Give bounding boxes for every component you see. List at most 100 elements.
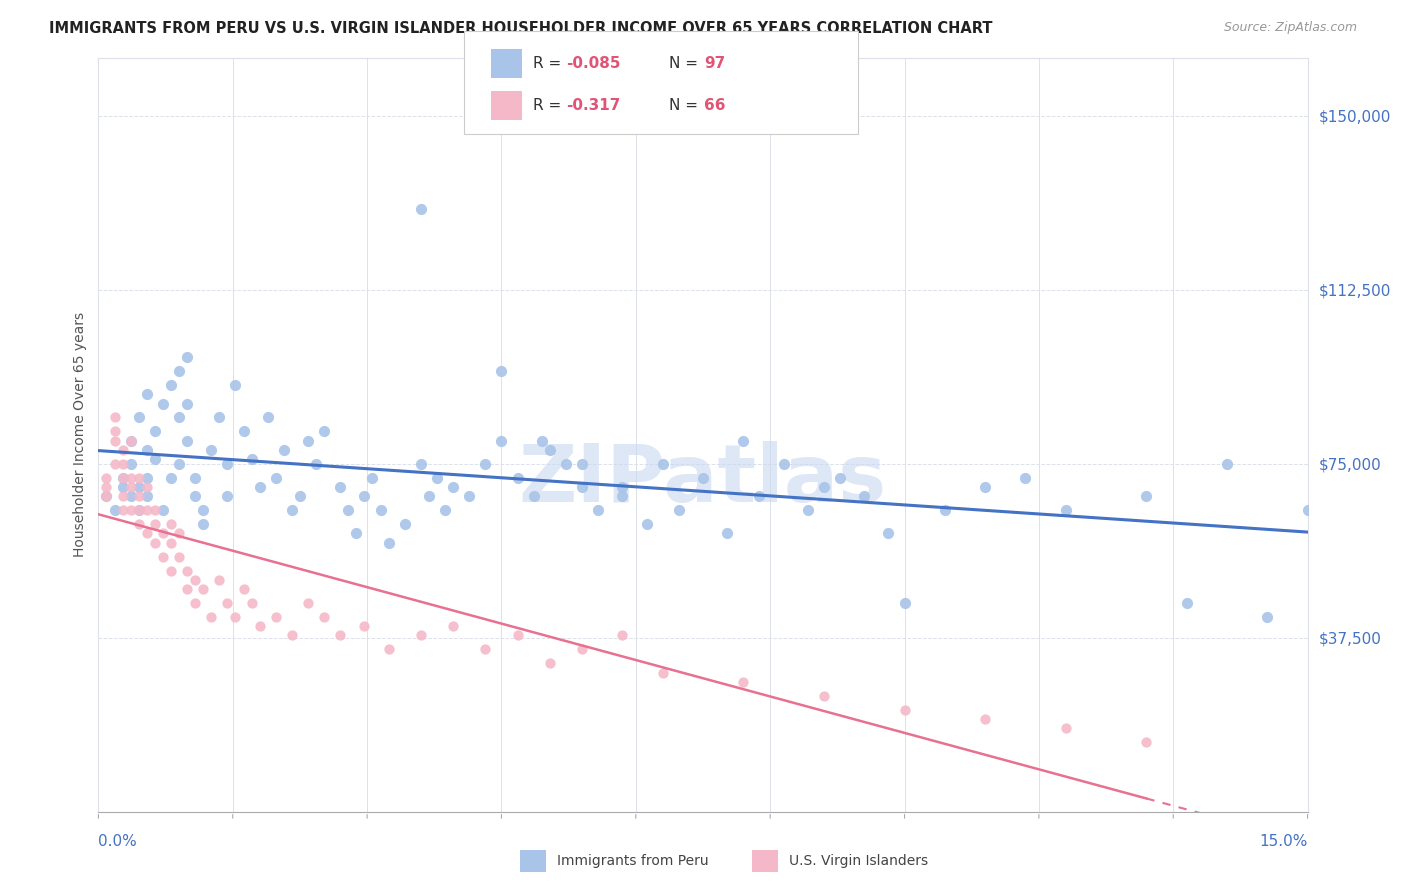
Point: [281, 503, 304, 517]
Point: [314, 425, 336, 439]
Point: [692, 471, 714, 485]
Point: [167, 364, 190, 378]
Point: [813, 480, 835, 494]
Point: [143, 517, 166, 532]
Point: [96, 489, 118, 503]
Point: [772, 457, 794, 471]
Point: [232, 582, 254, 596]
Point: [571, 480, 593, 494]
Point: [193, 503, 215, 517]
Point: [1054, 503, 1077, 517]
Point: [571, 457, 593, 471]
Point: [353, 489, 375, 503]
Point: [1175, 596, 1198, 610]
Point: [636, 517, 658, 532]
Point: [571, 642, 593, 657]
Point: [176, 564, 198, 578]
Point: [152, 526, 174, 541]
Point: [612, 489, 634, 503]
Point: [135, 489, 157, 503]
Text: N =: N =: [669, 56, 703, 71]
Point: [128, 503, 150, 517]
Point: [256, 410, 278, 425]
Point: [934, 503, 956, 517]
Point: [103, 425, 125, 439]
Point: [491, 434, 513, 448]
Point: [344, 526, 367, 541]
Text: 15.0%: 15.0%: [1260, 834, 1308, 849]
Point: [160, 471, 183, 485]
Text: Immigrants from Peru: Immigrants from Peru: [557, 855, 709, 868]
Point: [176, 396, 198, 410]
Point: [143, 452, 166, 467]
Point: [167, 457, 190, 471]
Point: [240, 596, 263, 610]
Text: 66: 66: [704, 98, 725, 113]
Point: [506, 628, 529, 642]
Point: [128, 471, 150, 485]
Point: [200, 610, 222, 624]
Point: [716, 526, 738, 541]
Point: [96, 480, 118, 494]
Point: [208, 573, 231, 587]
Text: U.S. Virgin Islanders: U.S. Virgin Islanders: [789, 855, 928, 868]
Point: [224, 610, 246, 624]
Point: [288, 489, 311, 503]
Point: [353, 619, 375, 633]
Point: [337, 503, 360, 517]
Point: [249, 480, 271, 494]
Point: [208, 410, 231, 425]
Point: [877, 526, 900, 541]
Point: [651, 457, 673, 471]
Point: [160, 378, 183, 392]
Point: [491, 364, 513, 378]
Text: N =: N =: [669, 98, 703, 113]
Point: [586, 503, 609, 517]
Point: [96, 489, 118, 503]
Text: -0.085: -0.085: [567, 56, 621, 71]
Point: [377, 535, 399, 549]
Text: R =: R =: [533, 98, 567, 113]
Point: [135, 442, 157, 457]
Point: [128, 480, 150, 494]
Point: [103, 503, 125, 517]
Point: [111, 489, 134, 503]
Point: [103, 457, 125, 471]
Point: [200, 442, 222, 457]
Point: [160, 564, 183, 578]
Point: [184, 596, 207, 610]
Point: [152, 503, 174, 517]
Point: [329, 628, 352, 642]
Point: [111, 471, 134, 485]
Point: [264, 471, 287, 485]
Point: [111, 503, 134, 517]
Point: [733, 434, 755, 448]
Point: [176, 350, 198, 364]
Point: [240, 452, 263, 467]
Point: [441, 480, 464, 494]
Point: [1256, 610, 1278, 624]
Point: [152, 549, 174, 564]
Point: [273, 442, 295, 457]
Point: [418, 489, 440, 503]
Text: IMMIGRANTS FROM PERU VS U.S. VIRGIN ISLANDER HOUSEHOLDER INCOME OVER 65 YEARS CO: IMMIGRANTS FROM PERU VS U.S. VIRGIN ISLA…: [49, 21, 993, 36]
Point: [361, 471, 384, 485]
Point: [748, 489, 770, 503]
Point: [135, 526, 157, 541]
Text: -0.317: -0.317: [567, 98, 621, 113]
Point: [176, 582, 198, 596]
Point: [224, 378, 246, 392]
Point: [409, 457, 432, 471]
Point: [1054, 721, 1077, 735]
Point: [184, 573, 207, 587]
Point: [612, 480, 634, 494]
Point: [733, 674, 755, 689]
Point: [1296, 503, 1319, 517]
Point: [120, 471, 142, 485]
Point: [120, 457, 142, 471]
Point: [128, 517, 150, 532]
Point: [893, 703, 915, 717]
Point: [426, 471, 449, 485]
Point: [377, 642, 399, 657]
Point: [441, 619, 464, 633]
